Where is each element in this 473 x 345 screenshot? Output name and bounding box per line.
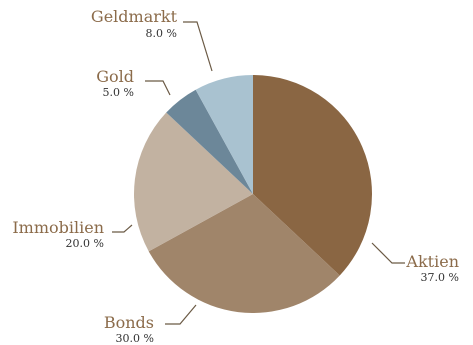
label-geldmarkt: Geldmarkt bbox=[91, 7, 178, 26]
leader-line-bonds bbox=[165, 304, 197, 325]
leader-line-immobilien bbox=[112, 224, 133, 233]
value-aktien: 37.0 % bbox=[421, 271, 459, 284]
label-aktien: Aktien bbox=[405, 252, 459, 271]
label-gold: Gold bbox=[96, 67, 134, 86]
label-bonds: Bonds bbox=[104, 313, 154, 332]
pie-slice-geldmarkt bbox=[195, 75, 253, 194]
pie-slices bbox=[133, 75, 373, 314]
leader-line-gold bbox=[145, 80, 171, 96]
leader-lines bbox=[112, 21, 405, 325]
value-geldmarkt: 8.0 % bbox=[146, 27, 177, 40]
label-immobilien: Immobilien bbox=[12, 218, 104, 237]
pie-slice-aktien bbox=[253, 75, 373, 276]
value-immobilien: 20.0 % bbox=[66, 237, 104, 250]
value-bonds: 30.0 % bbox=[116, 332, 154, 345]
value-gold: 5.0 % bbox=[103, 86, 134, 99]
leader-line-aktien bbox=[371, 242, 405, 264]
pie-slice-bonds bbox=[148, 194, 340, 314]
slice-labels: Aktien 37.0 % Bonds 30.0 % Immobilien 20… bbox=[12, 7, 459, 345]
leader-line-geldmarkt bbox=[183, 21, 213, 72]
pie-slice-gold bbox=[166, 89, 253, 194]
pie-slice-immobilien bbox=[133, 112, 253, 252]
